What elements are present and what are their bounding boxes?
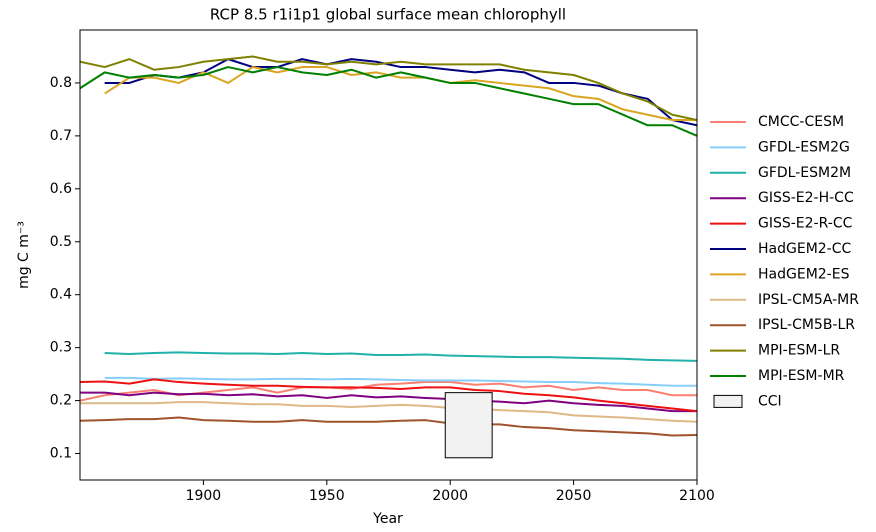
legend-label: HadGEM2-CC: [758, 241, 852, 257]
x-axis-label: Year: [372, 511, 403, 527]
plot-frame: [79, 29, 698, 481]
legend-label: IPSL-CM5A-MR: [758, 292, 859, 308]
x-tick-label: 1900: [186, 488, 222, 504]
legend-label: IPSL-CM5B-LR: [758, 317, 855, 333]
series-line: [80, 55, 697, 121]
x-tick-label: 2050: [556, 488, 592, 504]
series-line: [104, 351, 697, 362]
y-tick-label: 0.5: [50, 234, 72, 250]
series-line: [80, 401, 697, 423]
series-line: [104, 376, 697, 387]
legend-label: CMCC-CESM: [758, 114, 844, 130]
x-tick-label: 2000: [432, 488, 468, 504]
series-line: [80, 391, 697, 413]
legend-swatch: [713, 394, 743, 408]
series-line: [80, 378, 697, 413]
y-tick-label: 0.7: [50, 128, 72, 144]
legend-label: MPI-ESM-LR: [758, 343, 840, 359]
cci-box: [444, 392, 493, 459]
legend-label: GISS-E2-R-CC: [758, 216, 853, 232]
legend-label: HadGEM2-ES: [758, 266, 850, 282]
y-tick-label: 0.4: [50, 287, 72, 303]
legend-label: GFDL-ESM2M: [758, 165, 851, 181]
series-line: [80, 66, 697, 137]
y-axis-label: mg C m⁻³: [16, 221, 32, 289]
y-tick-label: 0.3: [50, 340, 72, 356]
x-tick-label: 1950: [309, 488, 345, 504]
y-tick-label: 0.2: [50, 393, 72, 409]
chart-title: RCP 8.5 r1i1p1 global surface mean chlor…: [210, 6, 566, 24]
legend-label: GFDL-ESM2G: [758, 139, 850, 155]
series-line: [80, 416, 697, 437]
y-tick-label: 0.6: [50, 181, 72, 197]
y-tick-label: 0.8: [50, 75, 72, 91]
legend-label: CCI: [758, 393, 782, 409]
legend-label: MPI-ESM-MR: [758, 368, 845, 384]
legend-label: GISS-E2-H-CC: [758, 190, 854, 206]
y-tick-label: 0.1: [50, 446, 72, 462]
series-line: [104, 66, 697, 121]
x-tick-label: 2100: [679, 488, 715, 504]
